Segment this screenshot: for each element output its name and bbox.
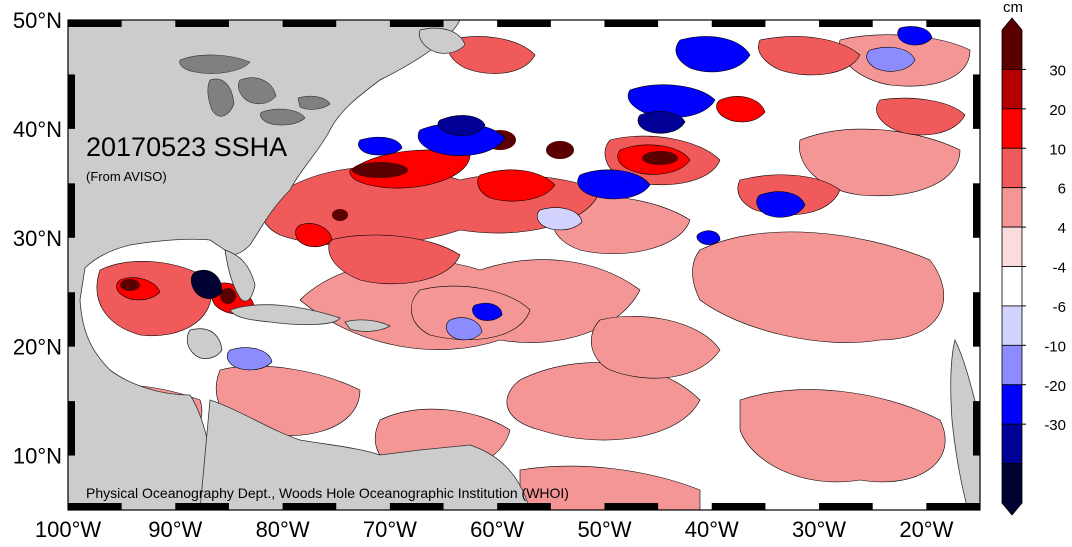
colorbar-swatch bbox=[1001, 266, 1023, 307]
lon-tick-label: 20°W bbox=[899, 517, 953, 542]
lat-tick-label: 20°N bbox=[13, 335, 62, 360]
colorbar-tick-label: -30 bbox=[1044, 417, 1066, 434]
border-block bbox=[973, 292, 980, 347]
lon-tick-label: 30°W bbox=[792, 517, 846, 542]
colorbar-swatch bbox=[1001, 108, 1023, 149]
border-block bbox=[68, 401, 75, 456]
colorbar-tick-label: 30 bbox=[1049, 62, 1066, 79]
lat-tick-label: 50°N bbox=[13, 8, 62, 33]
colorbar-swatch bbox=[1001, 69, 1023, 110]
border-block bbox=[604, 20, 659, 27]
border-block bbox=[68, 503, 122, 510]
colorbar: cm 30 20 10 6 4 -4 -6 -10 -20 -30 bbox=[1001, 0, 1066, 516]
colorbar-tick-label: -4 bbox=[1053, 260, 1066, 277]
lat-tick-label: 10°N bbox=[13, 444, 62, 469]
colorbar-swatch bbox=[1001, 344, 1023, 386]
border-block bbox=[819, 20, 873, 27]
lon-tick-label: 60°W bbox=[470, 517, 524, 542]
border-block bbox=[389, 20, 444, 27]
border-block bbox=[68, 74, 75, 129]
border-block bbox=[68, 20, 122, 27]
colorbar-tick-label: -20 bbox=[1044, 378, 1066, 395]
map-title: 20170523 SSHA bbox=[86, 132, 287, 162]
north-america-land bbox=[68, 20, 461, 510]
border-block bbox=[68, 183, 75, 238]
newfoundland-land bbox=[418, 27, 466, 54]
border-block bbox=[926, 503, 980, 510]
credit-line: Physical Oceanography Dept., Woods Hole … bbox=[86, 485, 569, 501]
lon-tick-label: 50°W bbox=[577, 517, 631, 542]
lon-tick-label: 80°W bbox=[256, 517, 310, 542]
border-block bbox=[819, 503, 873, 510]
colorbar-tick-labels: 30 20 10 6 4 -4 -6 -10 -20 -30 bbox=[1022, 62, 1066, 434]
colorbar-tick-label: 10 bbox=[1049, 141, 1066, 158]
border-block bbox=[282, 20, 337, 27]
colorbar-swatch bbox=[1001, 463, 1023, 516]
hispaniola-land bbox=[344, 319, 391, 332]
border-block bbox=[68, 292, 75, 347]
colorbar-unit: cm bbox=[1003, 0, 1023, 16]
colorbar-swatches bbox=[1001, 17, 1023, 516]
border-block bbox=[973, 183, 980, 238]
yucatan-land bbox=[186, 328, 223, 359]
border-block bbox=[175, 20, 229, 27]
map-area: 20170523 SSHA (From AVISO) Physical Ocea… bbox=[68, 20, 980, 510]
map-border-ticks bbox=[68, 20, 980, 510]
border-block bbox=[175, 503, 229, 510]
border-block bbox=[926, 20, 980, 27]
border-block bbox=[497, 503, 551, 510]
border-block bbox=[604, 503, 659, 510]
colorbar-tick-label: 20 bbox=[1049, 102, 1066, 119]
florida-land bbox=[224, 249, 256, 302]
colorbar-tick-label: -6 bbox=[1053, 299, 1066, 316]
colorbar-swatch bbox=[1001, 226, 1023, 267]
colorbar-swatch bbox=[1001, 147, 1023, 189]
lat-tick-label: 30°N bbox=[13, 226, 62, 251]
border-block bbox=[973, 74, 980, 129]
colorbar-tick-label: 4 bbox=[1058, 220, 1066, 237]
lon-tick-label: 100°W bbox=[35, 517, 102, 542]
map-subtitle: (From AVISO) bbox=[86, 169, 167, 184]
colorbar-swatch bbox=[1001, 17, 1023, 70]
border-block bbox=[497, 20, 551, 27]
cuba-land bbox=[229, 304, 341, 326]
colorbar-swatch bbox=[1001, 305, 1023, 346]
land bbox=[68, 20, 980, 510]
lon-tick-label: 40°W bbox=[685, 517, 739, 542]
border-block bbox=[389, 503, 444, 510]
colorbar-tick-label: 6 bbox=[1058, 181, 1066, 198]
lat-tick-label: 40°N bbox=[13, 117, 62, 142]
longitude-labels: 100°W 90°W 80°W 70°W 60°W 50°W 40°W 30°W 20°W bbox=[35, 517, 954, 542]
central-america-land bbox=[199, 399, 531, 510]
colorbar-swatch bbox=[1001, 384, 1023, 425]
colorbar-swatch bbox=[1001, 187, 1023, 228]
border-block bbox=[711, 20, 766, 27]
border-block bbox=[282, 503, 337, 510]
africa-land bbox=[950, 338, 980, 510]
latitude-labels: 50°N 40°N 30°N 20°N 10°N bbox=[13, 8, 62, 469]
colorbar-tick-label: -10 bbox=[1044, 338, 1066, 355]
lon-tick-label: 70°W bbox=[363, 517, 417, 542]
great-lakes bbox=[179, 54, 331, 126]
border-block bbox=[711, 503, 766, 510]
lon-tick-label: 90°W bbox=[148, 517, 202, 542]
border-block bbox=[973, 401, 980, 456]
colorbar-swatch bbox=[1001, 423, 1023, 464]
